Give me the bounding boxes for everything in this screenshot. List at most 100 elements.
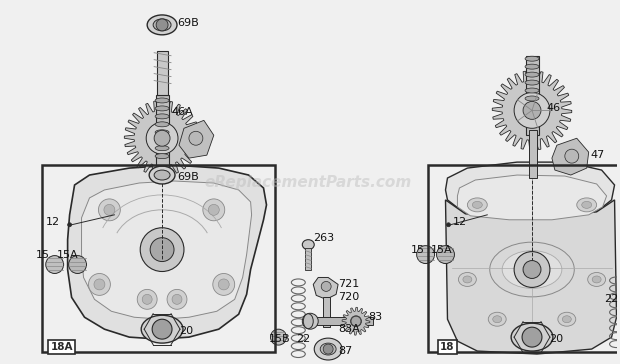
Bar: [526, 56, 539, 135]
Circle shape: [321, 281, 331, 292]
Ellipse shape: [562, 316, 571, 323]
Circle shape: [516, 94, 549, 127]
Ellipse shape: [149, 166, 175, 184]
Ellipse shape: [588, 273, 606, 286]
Ellipse shape: [155, 130, 169, 135]
Ellipse shape: [472, 201, 482, 208]
Text: 22: 22: [604, 294, 619, 304]
Text: 83: 83: [368, 312, 382, 322]
Ellipse shape: [314, 338, 342, 360]
Polygon shape: [446, 162, 614, 218]
Circle shape: [208, 204, 219, 215]
Circle shape: [514, 92, 550, 128]
Circle shape: [213, 273, 235, 295]
Text: 46: 46: [547, 103, 561, 114]
Ellipse shape: [155, 98, 169, 103]
Text: 15: 15: [36, 250, 50, 260]
Ellipse shape: [577, 198, 596, 212]
Bar: [529, 130, 537, 178]
Text: 18A: 18A: [50, 342, 73, 352]
Circle shape: [99, 199, 120, 221]
Bar: [428, 165, 619, 352]
Text: 46A: 46A: [171, 107, 193, 118]
Polygon shape: [313, 277, 338, 299]
Circle shape: [303, 313, 318, 329]
Ellipse shape: [303, 314, 313, 329]
Circle shape: [436, 246, 454, 264]
Text: 18: 18: [440, 342, 454, 352]
Text: 20: 20: [549, 334, 563, 344]
Circle shape: [147, 123, 177, 154]
Text: eReplacementParts.com: eReplacementParts.com: [205, 174, 412, 190]
Text: 263: 263: [313, 233, 334, 243]
Bar: [157, 51, 168, 95]
Text: 721: 721: [338, 280, 360, 289]
Ellipse shape: [155, 146, 169, 151]
Circle shape: [154, 130, 170, 146]
Circle shape: [146, 122, 178, 154]
Ellipse shape: [458, 273, 476, 286]
Text: 15: 15: [410, 245, 425, 255]
Circle shape: [523, 102, 541, 119]
Ellipse shape: [490, 242, 574, 297]
Text: 12: 12: [46, 217, 60, 227]
Text: 15B: 15B: [268, 334, 290, 344]
Circle shape: [142, 294, 152, 304]
Ellipse shape: [320, 343, 336, 355]
Ellipse shape: [502, 251, 562, 288]
Circle shape: [156, 19, 168, 31]
Text: 15A: 15A: [430, 245, 452, 255]
Bar: [42, 165, 275, 352]
Ellipse shape: [155, 138, 169, 143]
Circle shape: [152, 319, 172, 339]
Ellipse shape: [592, 276, 601, 283]
Ellipse shape: [467, 198, 487, 212]
Text: 83A: 83A: [338, 324, 360, 334]
Circle shape: [137, 289, 157, 309]
Circle shape: [522, 327, 542, 347]
Ellipse shape: [141, 315, 183, 343]
Circle shape: [323, 344, 333, 354]
Bar: [305, 248, 311, 269]
Circle shape: [189, 131, 203, 145]
Ellipse shape: [493, 316, 502, 323]
Circle shape: [514, 252, 550, 288]
Ellipse shape: [463, 276, 472, 283]
Circle shape: [218, 279, 229, 290]
Circle shape: [446, 223, 451, 227]
Text: 69B: 69B: [177, 172, 199, 182]
Polygon shape: [492, 71, 572, 150]
Ellipse shape: [558, 312, 576, 326]
Circle shape: [104, 204, 115, 215]
Circle shape: [203, 199, 224, 221]
Circle shape: [417, 246, 435, 264]
Circle shape: [172, 294, 182, 304]
Text: 47: 47: [591, 150, 605, 160]
Bar: [308, 317, 373, 325]
Ellipse shape: [525, 56, 539, 61]
Circle shape: [565, 149, 578, 163]
Bar: [156, 95, 169, 170]
Ellipse shape: [153, 19, 171, 31]
Ellipse shape: [155, 154, 169, 159]
Ellipse shape: [525, 96, 539, 101]
Ellipse shape: [147, 15, 177, 35]
Ellipse shape: [525, 88, 539, 93]
Ellipse shape: [155, 106, 169, 111]
Text: 22: 22: [296, 334, 311, 344]
Text: 20: 20: [179, 326, 193, 336]
Text: 720: 720: [338, 292, 360, 302]
Ellipse shape: [525, 72, 539, 77]
Polygon shape: [342, 307, 370, 335]
Circle shape: [68, 223, 71, 227]
Ellipse shape: [155, 114, 169, 119]
Ellipse shape: [582, 201, 591, 208]
Text: 69B: 69B: [177, 18, 199, 28]
Ellipse shape: [525, 80, 539, 85]
Circle shape: [167, 289, 187, 309]
Circle shape: [350, 316, 361, 327]
Ellipse shape: [154, 170, 170, 180]
Ellipse shape: [155, 122, 169, 127]
Circle shape: [69, 256, 87, 273]
Circle shape: [523, 261, 541, 278]
